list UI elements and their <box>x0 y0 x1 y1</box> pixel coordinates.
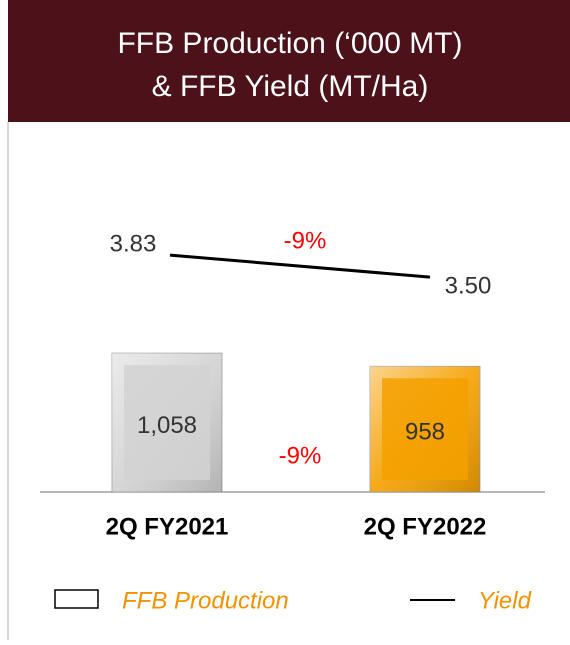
bar-value-label: 1,058 <box>137 412 197 439</box>
bar-value-label: 958 <box>405 418 445 445</box>
header <box>8 0 570 122</box>
bar-face <box>124 365 210 480</box>
legend-label: FFB Production <box>122 587 289 614</box>
x-tick-label: 2Q FY2022 <box>364 513 487 540</box>
chart-title: & FFB Yield (MT/Ha) <box>152 70 429 103</box>
chart-title: FFB Production (‘000 MT) <box>117 27 462 60</box>
line-value-label: 3.50 <box>445 272 492 299</box>
x-tick-label: 2Q FY2021 <box>106 513 229 540</box>
legend-label: Yield <box>478 587 532 614</box>
legend-swatch <box>54 589 99 609</box>
bar-face <box>382 378 468 480</box>
line-value-label: 3.83 <box>110 230 157 257</box>
yield-line <box>169 253 431 279</box>
annotation: -9% <box>284 227 327 254</box>
annotation: -9% <box>279 442 322 469</box>
